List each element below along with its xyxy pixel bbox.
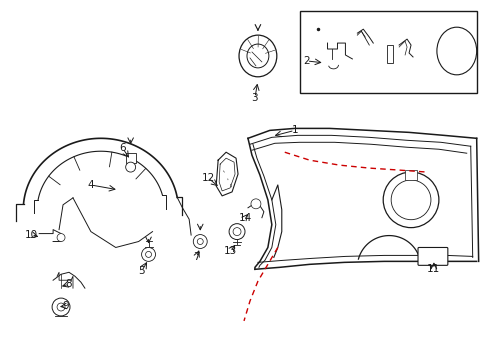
FancyBboxPatch shape — [417, 247, 447, 265]
Text: 2: 2 — [303, 56, 309, 66]
Circle shape — [125, 162, 135, 172]
Circle shape — [57, 234, 65, 242]
Text: 13: 13 — [223, 247, 236, 256]
Text: 11: 11 — [427, 264, 440, 274]
Ellipse shape — [436, 27, 476, 75]
Text: 6: 6 — [119, 143, 126, 153]
Circle shape — [250, 199, 261, 209]
Ellipse shape — [246, 44, 268, 68]
Circle shape — [57, 303, 65, 311]
Text: 14: 14 — [238, 213, 251, 223]
Circle shape — [228, 224, 244, 239]
Bar — [299, 11, 476, 93]
Circle shape — [233, 228, 241, 235]
Circle shape — [193, 235, 207, 248]
Text: 9: 9 — [62, 301, 69, 311]
Circle shape — [142, 247, 155, 261]
Bar — [404, 170, 416, 180]
Text: 4: 4 — [87, 180, 94, 190]
Circle shape — [145, 251, 151, 257]
Circle shape — [390, 180, 430, 220]
Bar — [386, 45, 392, 63]
Text: 8: 8 — [65, 279, 72, 289]
Circle shape — [197, 239, 203, 244]
Text: 1: 1 — [291, 125, 297, 135]
Ellipse shape — [239, 35, 276, 77]
Bar — [125, 153, 135, 163]
Text: 7: 7 — [193, 252, 199, 262]
Text: 12: 12 — [201, 173, 214, 183]
Circle shape — [383, 172, 438, 228]
Text: 5: 5 — [138, 266, 144, 276]
Text: 3: 3 — [251, 93, 258, 103]
Circle shape — [52, 298, 70, 316]
Text: 10: 10 — [24, 230, 38, 239]
